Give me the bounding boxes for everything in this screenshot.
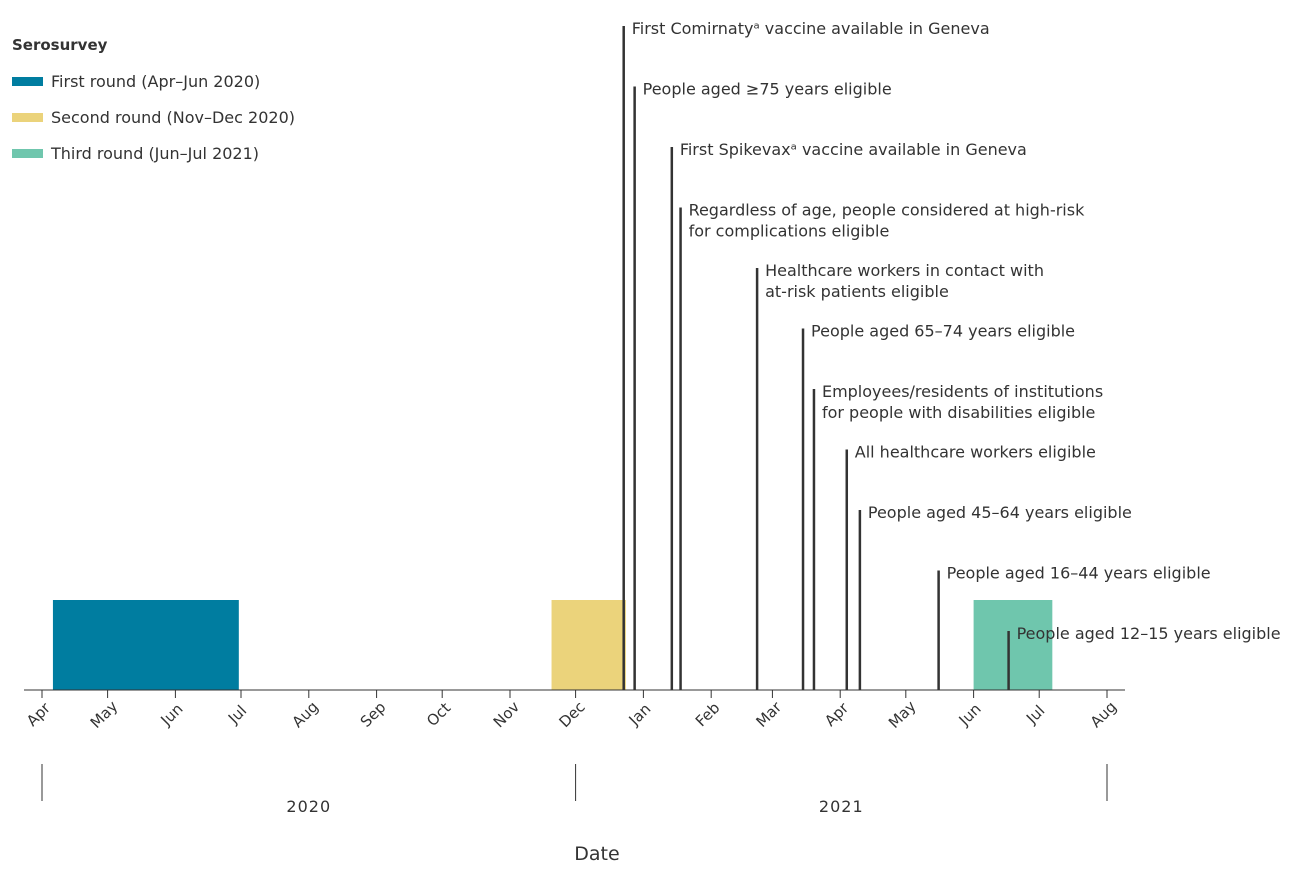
month-tick-label: Jan [625,700,655,730]
event-5: Healthcare workers in contact with at-ris… [755,261,1044,690]
serosurvey-rounds [52,600,1053,690]
year-markers: 2020 2021 [41,764,1108,816]
month-tick-label: Aug [1087,698,1120,731]
event-1: First Comirnatyᵃ vaccine available in Ge… [622,19,990,690]
legend-label-first-round: First round (Apr–Jun 2020) [51,72,261,91]
event-label: First Spikevaxᵃ vaccine available in Gen… [680,140,1027,159]
month-tick-label: May [87,697,122,732]
event-10: People aged 16–44 years eligible [937,564,1211,690]
event-label: People aged 16–44 years eligible [947,564,1211,583]
round-bar-2 [551,600,626,690]
event-label: Employees/residents of institutions for p… [822,382,1103,422]
event-label: First Comirnatyᵃ vaccine available in Ge… [632,19,990,38]
vaccination-events: First Comirnatyᵃ vaccine available in Ge… [622,19,1281,690]
legend-swatch-first-round [12,77,43,86]
month-tick-label: Sep [357,698,390,731]
event-label: Healthcare workers in contact with at-ris… [765,261,1044,301]
round-bar-3 [973,600,1053,690]
event-label: People aged 12–15 years eligible [1017,624,1281,643]
legend-swatch-third-round [12,149,43,158]
month-tick-label: Apr [821,698,853,730]
legend-label-third-round: Third round (Jun–Jul 2021) [51,144,260,163]
legend-item-second-round: Second round (Nov–Dec 2020) [12,108,295,127]
x-axis-label: Date [574,843,619,865]
month-tick-label: Jul [1022,702,1048,728]
event-label: People aged 65–74 years eligible [811,322,1075,341]
month-tick-label: Aug [289,698,322,731]
event-label: Regardless of age, people considered at … [689,201,1086,241]
event-label: All healthcare workers eligible [855,443,1096,462]
legend-swatch-second-round [12,113,43,122]
event-label: People aged ≥75 years eligible [643,80,892,99]
month-tick-label: Feb [692,699,724,731]
month-tick-label: Jul [224,702,250,728]
legend-label-second-round: Second round (Nov–Dec 2020) [51,108,295,127]
legend-title: Serosurvey [12,36,108,54]
year-label: 2020 [286,797,331,816]
event-2: People aged ≥75 years eligible [633,80,892,690]
legend-item-first-round: First round (Apr–Jun 2020) [12,72,295,91]
month-tick-label: Oct [423,699,454,730]
month-tick-label: Mar [753,698,786,731]
event-4: Regardless of age, people considered at … [679,201,1086,690]
event-9: People aged 45–64 years eligible [858,503,1132,690]
year-label: 2021 [819,797,864,816]
event-7: Employees/residents of institutions for p… [812,382,1103,690]
month-tick-label: Jun [157,700,187,730]
event-3: First Spikevaxᵃ vaccine available in Gen… [670,140,1027,690]
round-bar-1 [52,600,239,690]
month-tick-label: Dec [555,698,588,731]
event-6: People aged 65–74 years eligible [801,322,1075,690]
month-tick-label: Apr [23,698,55,730]
month-ticks: Apr May Jun Jul Aug Sep Oct Nov Dec Jan Feb Mar Apr M… [23,690,1120,732]
month-tick-label: Nov [490,698,524,732]
legend-item-third-round: Third round (Jun–Jul 2021) [12,144,295,163]
legend: Serosurvey First round (Apr–Jun 2020) Se… [12,36,295,180]
event-label: People aged 45–64 years eligible [868,503,1132,522]
month-tick-label: May [885,697,920,732]
event-8: All healthcare workers eligible [845,443,1096,690]
event-11: People aged 12–15 years eligible [1007,624,1281,690]
month-tick-label: Jun [955,700,985,730]
